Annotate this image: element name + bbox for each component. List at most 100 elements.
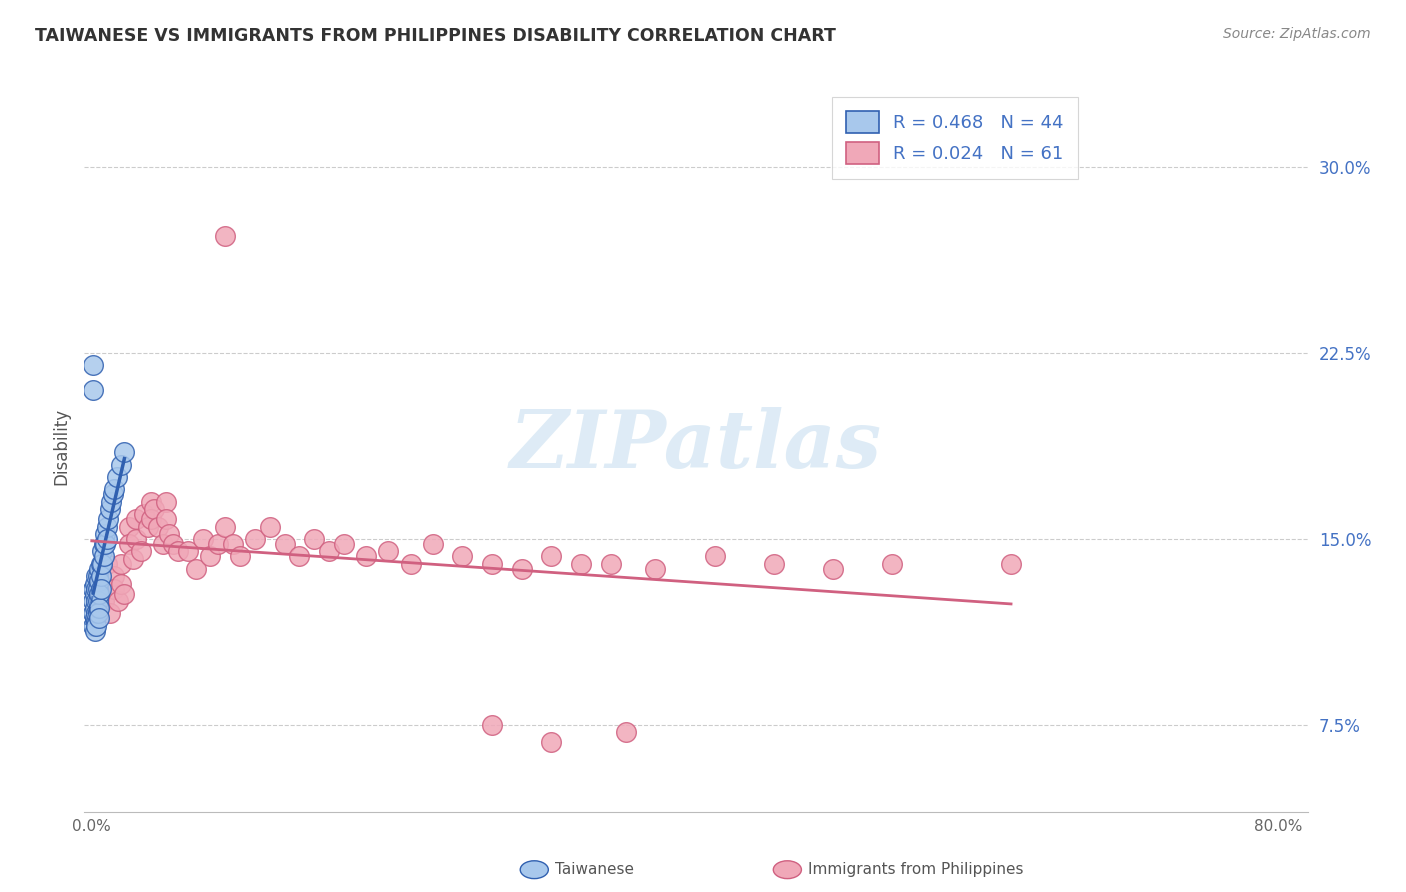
Point — [122, 551, 145, 566]
Point — [540, 735, 562, 749]
Point — [112, 586, 135, 600]
Point — [125, 512, 148, 526]
Point — [129, 544, 152, 558]
Point — [302, 532, 325, 546]
Point — [157, 527, 180, 541]
Point — [98, 607, 121, 621]
Point — [86, 594, 108, 608]
Point — [644, 562, 666, 576]
Point — [139, 495, 162, 509]
Point — [333, 537, 356, 551]
Point — [96, 532, 118, 546]
Point — [84, 594, 107, 608]
Point — [96, 557, 118, 571]
Point — [614, 725, 637, 739]
Point — [112, 445, 135, 459]
Point — [118, 519, 141, 533]
Point — [84, 619, 107, 633]
Point — [93, 594, 115, 608]
Point — [90, 569, 112, 583]
Point — [103, 483, 125, 497]
Point — [82, 594, 104, 608]
Text: Source: ZipAtlas.com: Source: ZipAtlas.com — [1223, 27, 1371, 41]
Point — [110, 557, 132, 571]
Point — [89, 611, 111, 625]
Point — [191, 532, 214, 546]
Point — [96, 519, 118, 533]
Point — [481, 718, 503, 732]
Point — [89, 562, 111, 576]
Point — [91, 544, 114, 558]
Point — [318, 544, 340, 558]
Point — [162, 537, 184, 551]
Text: Taiwanese: Taiwanese — [555, 863, 634, 877]
Point — [82, 582, 104, 596]
Point — [103, 582, 125, 596]
Point — [354, 549, 377, 564]
Point — [148, 519, 170, 533]
Point — [89, 586, 111, 600]
Point — [399, 557, 422, 571]
Point — [93, 537, 115, 551]
Text: Immigrants from Philippines: Immigrants from Philippines — [808, 863, 1024, 877]
Point — [1000, 557, 1022, 571]
Point — [125, 532, 148, 546]
Point — [481, 557, 503, 571]
Point — [84, 607, 107, 621]
Point — [100, 495, 122, 509]
Point — [207, 537, 229, 551]
Point — [139, 512, 162, 526]
Point — [97, 512, 120, 526]
Point — [422, 537, 444, 551]
Point — [83, 624, 105, 638]
Point — [221, 537, 243, 551]
Point — [83, 576, 105, 591]
Point — [82, 607, 104, 621]
Point — [143, 502, 166, 516]
Point — [152, 537, 174, 551]
Point — [288, 549, 311, 564]
Point — [89, 574, 111, 588]
Point — [90, 582, 112, 596]
Point — [84, 569, 107, 583]
Point — [229, 549, 252, 564]
Point — [132, 507, 155, 521]
Point — [110, 458, 132, 472]
Point — [84, 582, 107, 596]
Point — [762, 557, 785, 571]
Point — [882, 557, 904, 571]
Point — [86, 607, 108, 621]
Point — [83, 601, 105, 615]
Point — [200, 549, 222, 564]
Point — [259, 519, 281, 533]
Point — [118, 537, 141, 551]
Point — [82, 383, 104, 397]
Point — [105, 470, 128, 484]
Point — [155, 512, 177, 526]
Point — [569, 557, 592, 571]
Text: TAIWANESE VS IMMIGRANTS FROM PHILIPPINES DISABILITY CORRELATION CHART: TAIWANESE VS IMMIGRANTS FROM PHILIPPINES… — [35, 27, 837, 45]
Point — [90, 557, 112, 571]
Point — [110, 576, 132, 591]
Point — [155, 495, 177, 509]
Point — [86, 582, 108, 596]
Y-axis label: Disability: Disability — [52, 408, 70, 484]
Point — [377, 544, 399, 558]
Point — [214, 229, 236, 244]
Point — [510, 562, 533, 576]
Text: ZIPatlas: ZIPatlas — [510, 408, 882, 484]
Point — [91, 557, 114, 571]
Point — [703, 549, 725, 564]
Point — [82, 359, 104, 373]
Point — [103, 569, 125, 583]
Point — [94, 537, 117, 551]
Point — [823, 562, 845, 576]
Point — [82, 619, 104, 633]
Legend: R = 0.468   N = 44, R = 0.024   N = 61: R = 0.468 N = 44, R = 0.024 N = 61 — [832, 96, 1078, 178]
Point — [243, 532, 266, 546]
Point — [184, 562, 207, 576]
Point — [101, 487, 124, 501]
Point — [89, 582, 111, 596]
Point — [451, 549, 474, 564]
Point — [94, 527, 117, 541]
